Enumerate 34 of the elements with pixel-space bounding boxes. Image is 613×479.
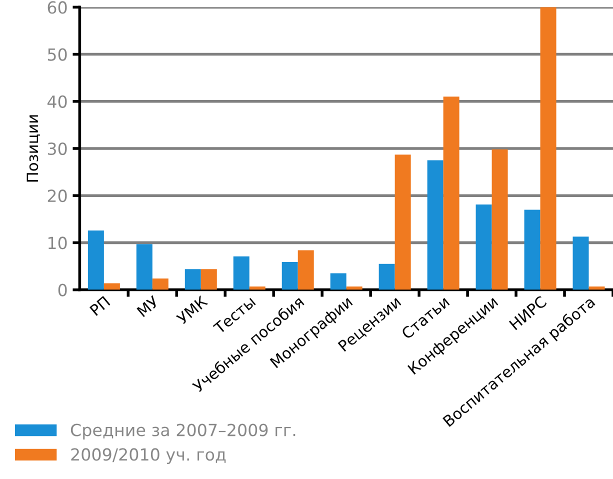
y-axis-title: Позиции [26,115,40,182]
bar [88,230,104,290]
y-tick-label: 20 [48,190,67,202]
y-tick-label: 30 [48,142,67,156]
bar [394,154,411,290]
bar [298,250,314,290]
bar [346,286,362,290]
y-tick-label: 40 [47,95,67,108]
x-tick-label: РП [90,296,110,316]
bar [540,7,556,290]
bar [200,269,217,290]
bar [443,96,460,290]
y-tick-label: 10 [48,236,67,250]
bar [524,210,540,290]
bar [427,160,444,290]
legend-label: Средние за 2007–2009 гг. [70,424,296,440]
bar [233,256,250,290]
bar [330,273,346,290]
y-tick-label: 50 [48,48,67,61]
bar [184,269,201,290]
bar [476,204,492,290]
bar [136,244,152,290]
legend-label: 2009/2010 уч. год [71,448,226,464]
bar [588,286,605,290]
bar [104,283,120,290]
bar [152,278,168,290]
bar [249,286,266,290]
bar [378,264,395,290]
y-tick-label: 60 [48,1,67,14]
x-tick-label: МУ [136,295,160,318]
bar [282,262,298,290]
bar [492,149,508,290]
y-tick-label: 0 [58,284,67,296]
bar [572,236,589,290]
